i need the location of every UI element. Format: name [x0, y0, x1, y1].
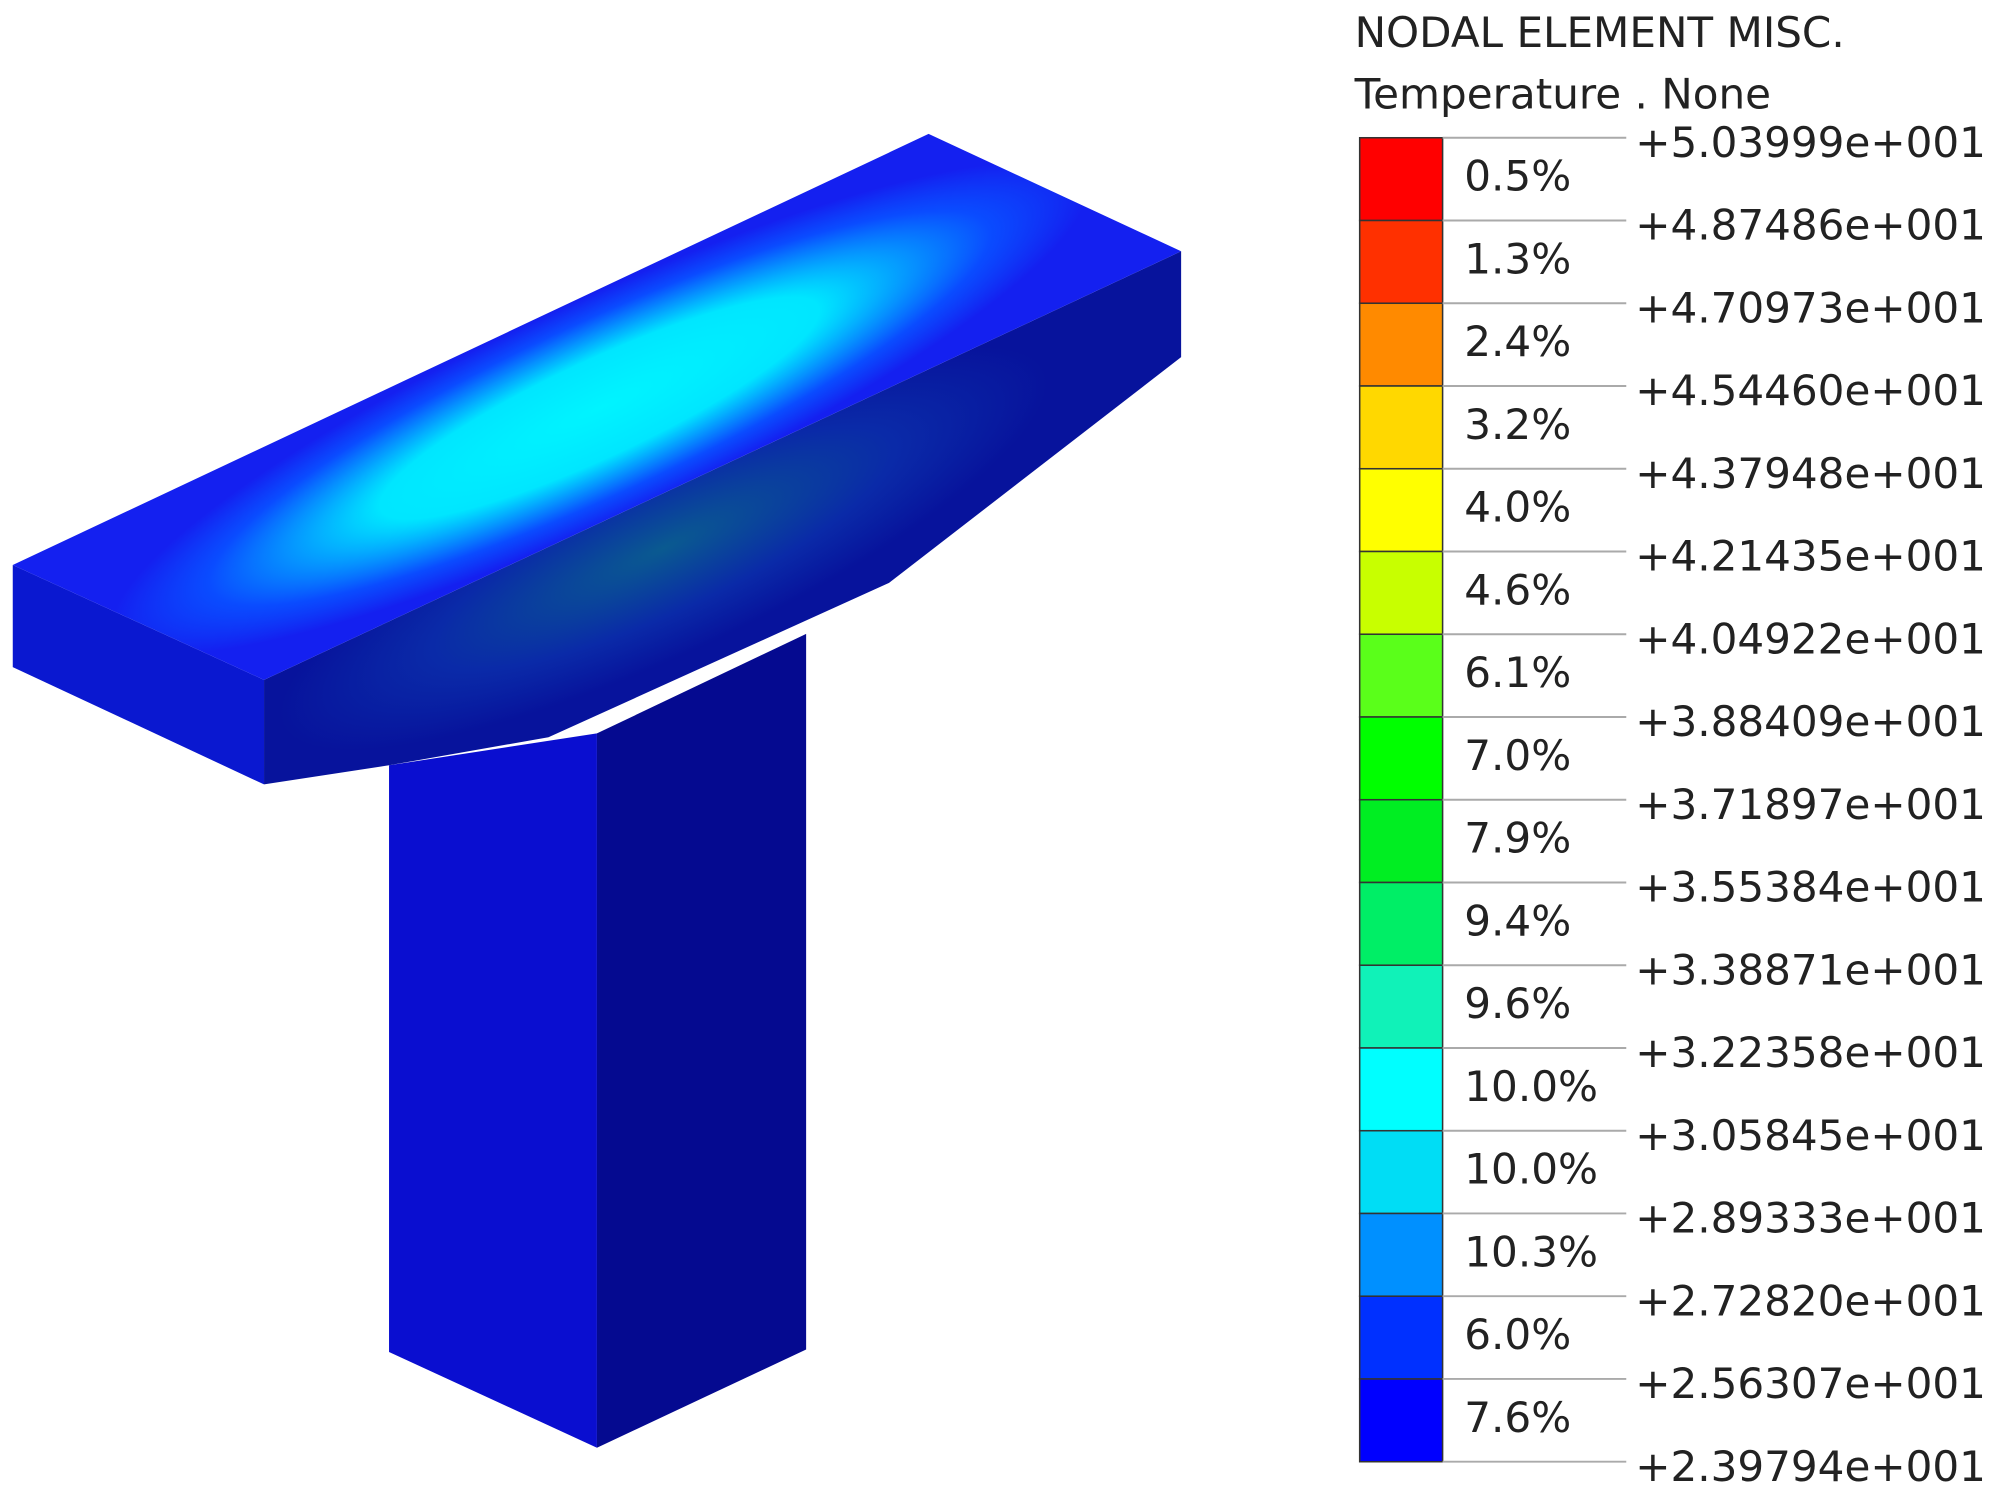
level-label: +3.88409e+001 — [1635, 697, 1986, 746]
band-percent: 10.3% — [1464, 1227, 1598, 1276]
model-view — [12, 133, 1182, 1448]
level-label: +2.39794e+001 — [1635, 1442, 1986, 1488]
level-label: +3.22358e+001 — [1635, 1028, 1986, 1077]
legend-swatch — [1358, 1378, 1444, 1463]
band-percent: 2.4% — [1464, 317, 1571, 366]
level-label: +2.89333e+001 — [1635, 1194, 1986, 1243]
band-percent: 1.3% — [1464, 234, 1571, 283]
legend-swatch — [1358, 1129, 1444, 1215]
level-label: +5.03999e+001 — [1635, 118, 1986, 167]
level-label: +2.56307e+001 — [1635, 1359, 1986, 1408]
level-label: +4.87486e+001 — [1635, 201, 1986, 250]
flange-end — [12, 565, 265, 785]
band-percent: 4.0% — [1464, 483, 1571, 532]
level-label: +3.71897e+001 — [1635, 780, 1986, 829]
legend-swatch — [1358, 467, 1444, 553]
legend-swatch — [1358, 881, 1444, 967]
band-percent: 7.0% — [1464, 731, 1571, 780]
level-label: +4.21435e+001 — [1635, 532, 1986, 581]
legend-swatch — [1358, 1212, 1444, 1297]
band-percent: 6.1% — [1464, 648, 1571, 697]
band-percent: 7.9% — [1464, 814, 1571, 863]
level-label: +3.55384e+001 — [1635, 863, 1986, 912]
legend-swatch — [1358, 302, 1444, 387]
level-label: +4.54460e+001 — [1635, 366, 1986, 415]
legend-swatch — [1358, 550, 1444, 636]
legend-subtitle: Temperature . None — [1354, 69, 1771, 118]
legend-swatch — [1358, 798, 1444, 884]
band-percent: 9.4% — [1464, 896, 1571, 945]
level-label: +4.70973e+001 — [1635, 283, 1986, 332]
flange-top — [12, 133, 1182, 680]
band-percent: 0.5% — [1464, 152, 1571, 201]
band-percent: 9.6% — [1464, 979, 1571, 1028]
band-percent: 3.2% — [1464, 400, 1571, 449]
level-label: +3.38871e+001 — [1635, 945, 1986, 994]
legend-swatch — [1358, 136, 1444, 222]
flange-side — [264, 251, 1182, 785]
legend-swatch — [1358, 964, 1444, 1049]
legend-swatch — [1358, 385, 1444, 470]
band-percent: 4.6% — [1464, 565, 1571, 614]
band-percent: 10.0% — [1464, 1062, 1598, 1111]
legend: NODAL ELEMENT MISC. Temperature . None 0… — [1354, 8, 1986, 1488]
level-label: +4.37948e+001 — [1635, 449, 1986, 498]
legend-swatch — [1358, 1047, 1444, 1132]
legend-swatch — [1358, 1295, 1444, 1380]
legend-swatch — [1358, 219, 1444, 305]
legend-swatch — [1358, 716, 1444, 801]
band-percent: 6.0% — [1464, 1310, 1571, 1359]
column-side — [596, 633, 807, 1448]
column-front — [389, 733, 597, 1448]
band-percent: 7.6% — [1464, 1393, 1571, 1442]
legend-title: NODAL ELEMENT MISC. — [1355, 8, 1845, 57]
level-label: +4.04922e+001 — [1635, 614, 1986, 663]
level-label: +2.72820e+001 — [1635, 1276, 1986, 1325]
band-percent: 10.0% — [1464, 1145, 1598, 1194]
legend-swatch — [1358, 633, 1444, 718]
level-label: +3.05845e+001 — [1635, 1111, 1986, 1160]
